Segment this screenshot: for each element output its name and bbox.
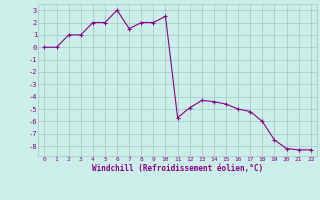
X-axis label: Windchill (Refroidissement éolien,°C): Windchill (Refroidissement éolien,°C) [92, 164, 263, 173]
